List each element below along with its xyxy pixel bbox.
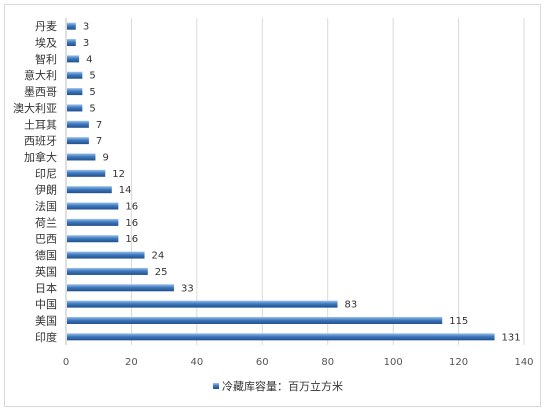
- x-tick-label: 80: [321, 357, 334, 368]
- data-label: 16: [125, 202, 138, 213]
- data-label: 16: [125, 218, 138, 229]
- gridlines: [65, 18, 525, 345]
- legend: 冷藏库容量：百万立方米: [213, 379, 343, 393]
- category-label: 巴西: [35, 233, 57, 246]
- category-label: 印尼: [35, 167, 57, 180]
- bar: [67, 169, 106, 177]
- category-label: 日本: [35, 281, 57, 295]
- bar: [67, 88, 83, 96]
- category-label: 伊朗: [35, 184, 57, 197]
- data-label: 12: [112, 169, 125, 180]
- data-label: 33: [181, 283, 194, 294]
- legend-label: 冷藏库容量：百万立方米: [222, 379, 343, 393]
- bar: [67, 22, 76, 30]
- bar: [67, 251, 145, 259]
- legend-swatch: [213, 383, 219, 389]
- data-label: 5: [89, 71, 95, 82]
- bar: [67, 316, 443, 324]
- category-label: 中国: [35, 298, 57, 311]
- data-label: 9: [102, 152, 108, 163]
- bars: [67, 22, 495, 341]
- category-label: 墨西哥: [24, 86, 57, 99]
- x-tick-label: 140: [514, 357, 533, 368]
- bar: [67, 218, 119, 226]
- bar: [67, 284, 174, 292]
- category-label: 加拿大: [24, 150, 57, 164]
- data-label: 16: [125, 234, 138, 245]
- x-tick-label: 100: [384, 357, 403, 368]
- labels: 0 20 40 60 80 100 120 140 丹麦 3 埃及 3 智利 4 意大利 5 墨西哥 5 澳大利亚 5…: [13, 20, 534, 368]
- x-tick-label: 0: [63, 357, 69, 368]
- x-tick-label: 60: [256, 357, 269, 368]
- category-label: 意大利: [24, 68, 57, 82]
- data-label: 131: [502, 332, 521, 343]
- category-label: 丹麦: [35, 20, 57, 33]
- bar: [67, 267, 148, 275]
- data-label: 3: [83, 22, 89, 33]
- category-label: 西班牙: [24, 135, 57, 148]
- bar: [67, 153, 96, 161]
- data-label: 3: [83, 38, 89, 49]
- data-label: 7: [96, 120, 102, 131]
- category-label: 美国: [35, 314, 57, 327]
- data-label: 4: [86, 54, 92, 65]
- category-label: 智利: [35, 52, 57, 66]
- category-label: 英国: [35, 264, 57, 278]
- bar: [67, 300, 338, 308]
- category-label: 印度: [35, 330, 57, 344]
- category-label: 土耳其: [24, 118, 57, 131]
- category-label: 澳大利亚: [13, 101, 57, 115]
- x-tick-label: 20: [125, 357, 138, 368]
- category-label: 法国: [35, 199, 57, 213]
- category-label: 埃及: [35, 36, 57, 50]
- bar: [67, 71, 83, 79]
- bar: [67, 235, 119, 243]
- bar: [67, 137, 89, 145]
- data-label: 115: [449, 316, 468, 327]
- data-label: 25: [155, 267, 168, 278]
- data-label: 24: [152, 251, 165, 262]
- category-label: 荷兰: [35, 216, 57, 229]
- bar: [67, 186, 112, 194]
- bar: [67, 333, 495, 341]
- bar: [67, 120, 89, 128]
- data-label: 83: [345, 300, 358, 311]
- bar: [67, 202, 119, 210]
- x-tick-label: 120: [449, 357, 468, 368]
- data-label: 5: [89, 87, 95, 98]
- bar: [67, 39, 76, 47]
- category-label: 德国: [35, 248, 57, 262]
- data-label: 5: [89, 103, 95, 114]
- x-tick-label: 40: [190, 357, 203, 368]
- data-label: 7: [96, 136, 102, 147]
- bar: [67, 55, 80, 63]
- bar: [67, 104, 83, 112]
- data-label: 14: [119, 185, 132, 196]
